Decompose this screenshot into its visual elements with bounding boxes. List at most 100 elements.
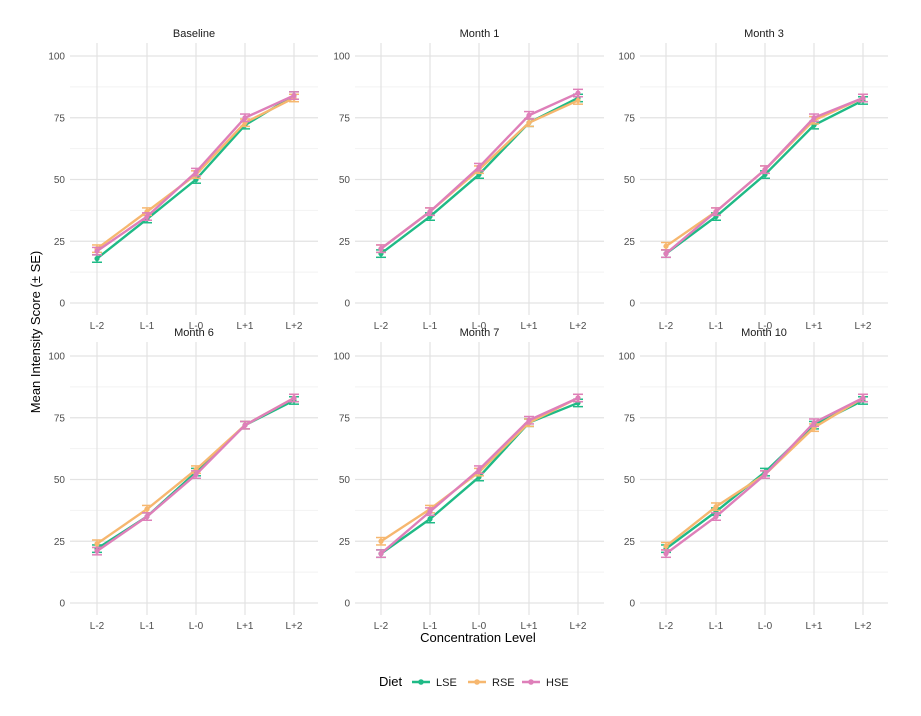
data-point	[762, 167, 768, 173]
y-tick-label: 50	[624, 475, 636, 486]
data-point	[193, 471, 199, 478]
data-point	[427, 516, 433, 522]
series-hse	[376, 88, 583, 254]
panel-title: Month 10	[741, 327, 787, 339]
panel: Month 7 0 25 50 75 100 L-2 L-1 L-0 L+1 L+2	[333, 327, 604, 632]
legend-label: LSE	[436, 677, 457, 689]
x-tick-label: L+1	[521, 621, 538, 632]
data-point	[860, 95, 866, 101]
legend-swatch-point	[528, 679, 534, 685]
panel: Month 10 0 25 50 75 100 L-2 L-1 L-0 L+1 L+2	[618, 327, 888, 632]
data-point	[291, 92, 297, 99]
data-point	[427, 209, 433, 215]
x-tick-label: L-0	[189, 321, 204, 332]
x-tick-label: L+2	[570, 321, 587, 332]
x-tick-label: L+1	[806, 621, 823, 632]
data-point	[242, 115, 248, 121]
y-axis-title: Mean Intensity Score (± SE)	[28, 251, 43, 413]
series-hse	[376, 393, 583, 559]
y-tick-label: 25	[54, 537, 66, 548]
x-tick-label: L+2	[286, 621, 303, 632]
data-point	[94, 541, 100, 547]
y-tick-label: 75	[624, 113, 636, 124]
x-tick-label: L-2	[374, 621, 389, 632]
series-hse	[661, 393, 868, 559]
data-point	[713, 209, 719, 215]
x-tick-label: L-2	[374, 321, 389, 332]
y-tick-label: 100	[48, 52, 65, 63]
legend-label: RSE	[492, 677, 515, 689]
x-tick-label: L-2	[90, 321, 105, 332]
x-tick-label: L+1	[237, 621, 254, 632]
data-point	[378, 538, 384, 544]
x-tick-label: L-1	[140, 621, 155, 632]
y-tick-label: 75	[339, 413, 351, 424]
data-point	[378, 246, 384, 252]
data-point	[663, 543, 669, 549]
y-tick-label: 50	[54, 475, 66, 486]
panel: Baseline 0 25 50 75 100 L-2 L-1 L-0 L+1 L+2	[48, 28, 318, 332]
data-point	[242, 422, 248, 428]
data-point	[94, 248, 100, 254]
legend-title: Diet	[379, 674, 403, 689]
y-tick-label: 100	[333, 352, 350, 363]
x-tick-label: L-1	[423, 321, 438, 332]
panel-title: Month 6	[174, 327, 214, 339]
data-point	[526, 112, 532, 118]
y-tick-label: 0	[629, 299, 635, 310]
data-point	[762, 471, 768, 478]
x-tick-label: L-1	[709, 321, 724, 332]
y-tick-label: 0	[344, 299, 350, 310]
legend-swatch-point	[418, 679, 424, 685]
y-tick-label: 0	[344, 599, 350, 610]
data-point	[193, 169, 199, 175]
x-tick-label: L-2	[90, 621, 105, 632]
x-tick-label: L+1	[806, 321, 823, 332]
data-point	[526, 120, 532, 126]
x-tick-label: L+1	[237, 321, 254, 332]
x-tick-label: L-0	[189, 621, 204, 632]
legend-item-hse: HSE	[522, 677, 569, 689]
data-point	[378, 551, 384, 557]
legend-label: HSE	[546, 677, 569, 689]
y-tick-label: 75	[54, 413, 66, 424]
y-tick-label: 25	[54, 237, 66, 248]
data-point	[811, 420, 817, 426]
legend-item-rse: RSE	[468, 677, 515, 689]
x-tick-label: L-2	[659, 621, 674, 632]
panel: Month 6 0 25 50 75 100 L-2 L-1 L-0 L+1 L+2	[48, 327, 318, 632]
y-tick-label: 75	[54, 113, 66, 124]
data-point	[575, 90, 581, 96]
data-point	[663, 551, 669, 557]
y-tick-label: 100	[333, 52, 350, 63]
data-point	[713, 513, 719, 520]
y-tick-label: 50	[54, 175, 66, 186]
data-point	[860, 395, 866, 401]
data-point	[427, 509, 433, 515]
data-point	[94, 548, 100, 554]
y-tick-label: 100	[48, 352, 65, 363]
data-point	[713, 504, 719, 510]
y-tick-label: 75	[339, 113, 351, 124]
legend: Diet LSE RSE HSE	[379, 674, 569, 689]
x-tick-label: L-0	[472, 621, 487, 632]
x-tick-label: L+2	[855, 621, 872, 632]
legend-item-lse: LSE	[412, 677, 457, 689]
data-point	[575, 97, 581, 104]
x-tick-label: L+2	[570, 621, 587, 632]
y-tick-label: 0	[59, 599, 65, 610]
data-point	[663, 251, 669, 257]
data-point	[291, 395, 297, 401]
y-tick-label: 0	[629, 599, 635, 610]
x-tick-label: L-0	[758, 621, 773, 632]
data-point	[94, 255, 100, 262]
panel: Month 3 0 25 50 75 100 L-2 L-1 L-0 L+1 L+2	[618, 28, 888, 332]
data-point	[811, 115, 817, 121]
y-tick-label: 50	[624, 175, 636, 186]
y-tick-label: 25	[624, 237, 636, 248]
y-tick-label: 25	[624, 537, 636, 548]
x-tick-label: L+2	[286, 321, 303, 332]
x-tick-label: L+2	[855, 321, 872, 332]
